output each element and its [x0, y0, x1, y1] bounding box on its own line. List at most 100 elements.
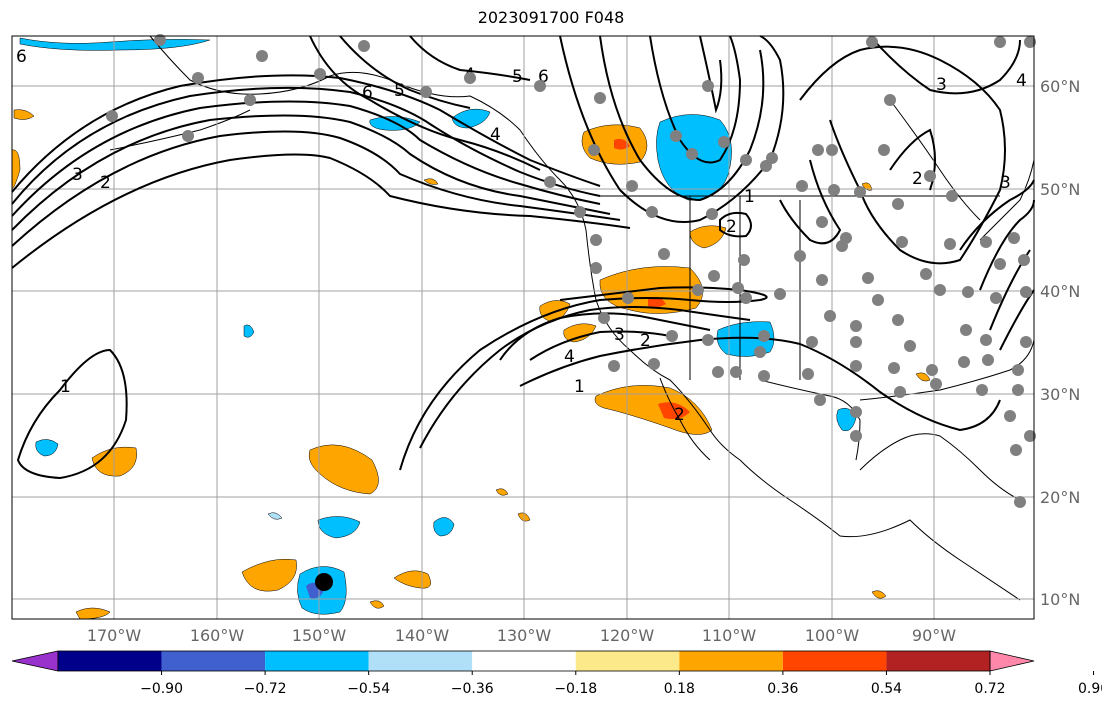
station-dot	[256, 50, 268, 62]
lon-tick-label: 120°W	[600, 626, 655, 645]
colorbar-segment	[368, 651, 473, 671]
station-dot	[816, 216, 828, 228]
contour-layer	[11, 35, 1035, 480]
contour-label: 4	[490, 125, 501, 145]
lon-axis: 170°W 160°W 150°W 140°W 130°W 120°W 110°…	[87, 626, 956, 645]
station-dot	[892, 314, 904, 326]
lon-tick-label: 170°W	[87, 626, 142, 645]
contour-label: 3	[936, 75, 947, 95]
station-dot	[866, 36, 878, 48]
contour-label: 2	[912, 169, 923, 189]
station-dot	[862, 272, 874, 284]
station-dot	[904, 340, 916, 352]
colorbar-tick-label: −0.90	[140, 681, 183, 697]
station-dot	[758, 330, 770, 342]
station-dot	[1004, 410, 1016, 422]
colorbar: −0.90 −0.72 −0.54 −0.36 −0.18 0.18 0.36 0.54 0.7…	[11, 650, 1102, 697]
contour-labels: 6 5 4 3 2 1 2 3 4 2 1 2 3 4 1 2 3 6 5 4 …	[16, 47, 1027, 425]
station-dot	[892, 198, 904, 210]
colorbar-segment	[679, 651, 783, 671]
station-dot	[740, 292, 752, 304]
colorbar-segment	[472, 651, 576, 671]
colorbar-tick-label: −0.18	[554, 681, 597, 697]
station-dot	[960, 324, 972, 336]
contour-label: 6	[362, 83, 373, 103]
station-dot	[622, 292, 634, 304]
lon-tick-label: 130°W	[497, 626, 552, 645]
station-dot	[794, 250, 806, 262]
lon-tick-label: 150°W	[292, 626, 347, 645]
station-dot	[670, 130, 682, 142]
colorbar-tick-label: −0.54	[347, 681, 390, 697]
station-dot	[976, 384, 988, 396]
contour-label: 4	[1016, 71, 1027, 91]
station-dot	[534, 80, 546, 92]
station-dot	[754, 346, 766, 358]
station-dot	[420, 86, 432, 98]
station-dot	[1008, 232, 1020, 244]
contour-label: 2	[726, 217, 737, 237]
station-dot	[824, 310, 836, 322]
lat-tick-label: 30°N	[1040, 385, 1080, 404]
station-dot	[738, 254, 750, 266]
lon-tick-label: 90°W	[912, 626, 956, 645]
station-dot	[732, 282, 744, 294]
station-dot	[934, 284, 946, 296]
station-dot	[816, 274, 828, 286]
station-dot	[806, 336, 818, 348]
lat-tick-label: 20°N	[1040, 488, 1080, 507]
station-dot	[686, 148, 698, 160]
station-dot	[358, 40, 370, 52]
station-dot	[926, 364, 938, 376]
station-dot	[1024, 36, 1036, 48]
colorbar-tick-label: 0.54	[871, 681, 902, 697]
colorbar-segment	[575, 651, 680, 671]
station-dot	[706, 208, 718, 220]
lat-tick-label: 60°N	[1040, 77, 1080, 96]
colorbar-tick-label: 0.90	[1078, 681, 1102, 697]
station-dot	[1012, 364, 1024, 376]
station-dot	[826, 144, 838, 156]
colorbar-segment	[782, 651, 887, 671]
station-dot	[106, 110, 118, 122]
station-dot	[854, 186, 866, 198]
station-dot	[1024, 430, 1036, 442]
colorbar-tick-label: 0.72	[974, 681, 1005, 697]
station-dot	[626, 180, 638, 192]
lon-tick-label: 160°W	[190, 626, 245, 645]
station-dot	[182, 130, 194, 142]
lon-tick-label: 110°W	[702, 626, 757, 645]
station-dot	[802, 368, 814, 380]
station-dot	[884, 94, 896, 106]
station-dot	[730, 366, 742, 378]
station-dot	[850, 336, 862, 348]
station-dot	[1012, 384, 1024, 396]
station-dot	[828, 184, 840, 196]
contour-label: 1	[574, 377, 585, 397]
station-dot	[758, 370, 770, 382]
lat-tick-label: 10°N	[1040, 590, 1080, 609]
station-dot	[878, 144, 890, 156]
contour-label: 3	[1000, 173, 1011, 193]
station-dot	[924, 170, 936, 182]
contour-label: 3	[72, 165, 83, 185]
station-dot	[814, 394, 826, 406]
station-dot	[980, 236, 992, 248]
map-border	[11, 35, 1035, 620]
station-dot	[574, 206, 586, 218]
contour-label: 1	[744, 187, 755, 207]
station-dot	[1020, 336, 1032, 348]
station-dot	[1014, 496, 1026, 508]
contour-label: 6	[538, 67, 549, 87]
station-dot	[666, 330, 678, 342]
station-dot	[766, 152, 778, 164]
lat-axis: 60°N 50°N 40°N 30°N 20°N 10°N	[1040, 77, 1080, 609]
station-layer	[106, 34, 1036, 508]
station-dot	[154, 34, 166, 46]
station-dot	[850, 406, 862, 418]
station-dot	[872, 294, 884, 306]
station-dot	[590, 234, 602, 246]
station-dot	[946, 190, 958, 202]
station-dot	[774, 288, 786, 300]
